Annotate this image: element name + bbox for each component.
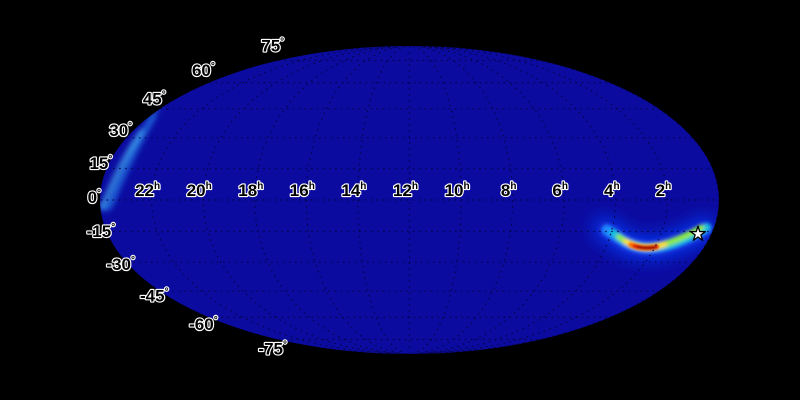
svg-text:75°: 75° (261, 37, 284, 56)
svg-text:-75°: -75° (258, 340, 287, 359)
svg-text:60°: 60° (192, 61, 215, 80)
svg-text:0°: 0° (88, 188, 101, 207)
svg-text:-45°: -45° (140, 286, 169, 305)
svg-text:-30°: -30° (106, 255, 135, 274)
svg-text:-15°: -15° (87, 222, 116, 241)
svg-text:-60°: -60° (189, 315, 218, 334)
svg-text:45°: 45° (143, 90, 166, 109)
